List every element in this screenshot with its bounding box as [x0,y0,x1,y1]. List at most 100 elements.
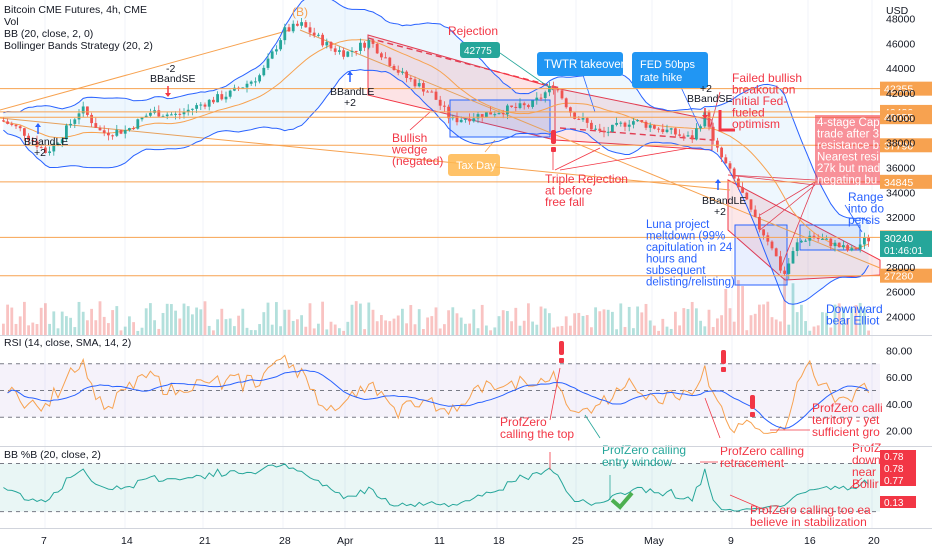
exclamation-icon [551,147,556,152]
candle-body [228,90,232,97]
profzero-territory-label: sufficient gro [812,425,880,439]
volume-bar [224,319,228,335]
pointer-line [549,367,561,421]
volume-bar [669,328,673,335]
bbpct-legend[interactable]: BB %B (20, close, 2) [4,449,101,461]
exclamation-icon [721,367,726,372]
candle-body [317,34,320,36]
candle-body [493,114,497,116]
triple-rejection-label: free fall [545,195,584,209]
volume-bar [548,313,551,335]
volume-bar [388,321,392,335]
volume-bar [94,320,98,335]
volume-bar [123,326,127,335]
candle-body [459,119,463,123]
volume-bar [758,304,761,335]
symbol-title[interactable]: Bitcoin CME Futures, 4h, CME [4,4,147,16]
volume-bar [52,311,56,335]
bbpct-tag-label: 0.78 [884,452,904,463]
wedge-label: Bullish [392,131,427,145]
wedge-label: wedge [391,143,428,157]
legend-vol[interactable]: Vol [4,16,19,28]
candle-body [581,118,585,120]
candle-body [703,111,707,127]
wedge-label: (negated) [392,154,443,168]
candle-body [380,53,383,58]
candle-body [850,248,854,251]
candle-body [854,248,858,250]
candle-body [816,238,820,240]
volume-bar [392,318,396,335]
candle-body [846,245,849,251]
volume-bar [590,327,593,335]
candle-body [774,248,778,257]
volume-bar [745,330,749,335]
volume-bar [867,330,870,335]
candle-body [212,99,215,103]
volume-bar [846,318,849,335]
candle-body [552,86,555,90]
candle-body [455,116,459,123]
bb-basis [3,39,869,249]
exclamation-icon [559,341,564,355]
candle-body [312,32,316,36]
bollinger-bands [3,0,870,305]
profzero-down-label: near [852,465,876,479]
candle-body [821,238,824,240]
range-label: into do [848,202,884,216]
candle-body [678,134,681,136]
candle-body [409,77,413,80]
volume-bar [468,323,471,335]
candle-body [779,256,782,271]
candle-body [661,129,665,132]
volume-bar [186,306,190,335]
candle-body [535,97,539,101]
volume-bar [514,307,518,335]
candle-body [430,91,434,93]
candle-body [447,106,450,119]
candle-body [325,42,329,46]
volume-bar [703,326,707,335]
candles[interactable] [2,17,870,280]
pane-separator[interactable] [0,446,932,447]
date-tick-label: 28 [279,535,291,547]
profzero-down-label: Bollir [852,477,879,491]
volume-bar [384,320,387,335]
capitulation-label: 27k but mad [817,163,880,175]
volume-bar [275,302,278,335]
volume-bar [161,312,165,335]
candle-body [632,121,635,125]
candle-body [52,143,56,152]
last-price-tag [880,230,932,257]
candle-body [569,107,572,113]
legend-bbs[interactable]: Bollinger Bands Strategy (20, 2) [4,40,153,52]
volume-bar [296,319,299,335]
bbpct-pane[interactable]: 0.780.780.770.13 [0,450,916,513]
pane-separator[interactable] [0,335,932,336]
candle-body [287,27,291,32]
candle-body [258,75,261,82]
rsi-legend[interactable]: RSI (14, close, SMA, 14, 2) [4,337,132,349]
volume-bar [707,309,711,335]
volume-bar [690,301,694,335]
bbpct-line [3,463,869,512]
bbpct-tag-label: 0.13 [884,498,904,509]
volume-bar [333,324,337,335]
candle-body [825,238,828,240]
candle-body [27,135,30,141]
volume-bar [657,330,660,335]
rsi-pane[interactable] [0,354,880,434]
volume-bar [640,312,644,335]
volume-bar [6,304,9,335]
price-tick-label: 48000 [886,14,915,26]
candle-body [800,240,803,243]
volume-bar [60,311,64,335]
candle-body [90,114,93,124]
candle-body [86,106,89,115]
bbpct-tag [880,462,916,474]
volume-bar [842,307,845,335]
legend-bb[interactable]: BB (20, close, 2, 0) [4,28,94,40]
exclamation-icon [551,130,556,144]
rsi-tick-label: 40.00 [886,399,912,411]
